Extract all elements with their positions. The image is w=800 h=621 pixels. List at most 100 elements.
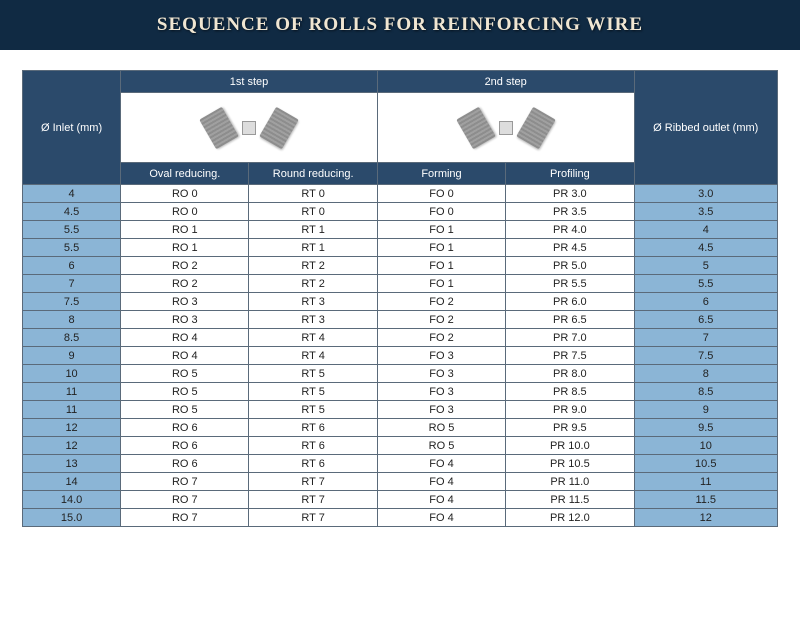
- cell-forming: FO 4: [377, 455, 505, 473]
- cell-oval: RO 6: [121, 419, 249, 437]
- cell-profiling: PR 4.5: [506, 239, 634, 257]
- cell-profiling: PR 12.0: [506, 509, 634, 527]
- cell-oval: RO 1: [121, 239, 249, 257]
- cell-forming: FO 3: [377, 383, 505, 401]
- th-step2-image: [377, 93, 634, 163]
- cell-inlet: 7.5: [23, 293, 121, 311]
- rolls-step1-icon: [125, 97, 373, 158]
- cell-round: RT 1: [249, 221, 377, 239]
- table-row: 4RO 0RT 0FO 0PR 3.03.0: [23, 185, 778, 203]
- cell-oval: RO 0: [121, 203, 249, 221]
- table-row: 6RO 2RT 2FO 1PR 5.05: [23, 257, 778, 275]
- table-row: 11RO 5RT 5FO 3PR 9.09: [23, 401, 778, 419]
- cell-profiling: PR 10.5: [506, 455, 634, 473]
- table-row: 10RO 5RT 5FO 3PR 8.08: [23, 365, 778, 383]
- cell-outlet: 9.5: [634, 419, 777, 437]
- cell-outlet: 7: [634, 329, 777, 347]
- cell-oval: RO 3: [121, 311, 249, 329]
- cell-outlet: 6.5: [634, 311, 777, 329]
- cell-forming: RO 5: [377, 419, 505, 437]
- table-row: 14RO 7RT 7FO 4PR 11.011: [23, 473, 778, 491]
- cell-oval: RO 2: [121, 275, 249, 293]
- cell-outlet: 5.5: [634, 275, 777, 293]
- cell-oval: RO 7: [121, 491, 249, 509]
- cell-oval: RO 5: [121, 383, 249, 401]
- cell-inlet: 9: [23, 347, 121, 365]
- cell-outlet: 10.5: [634, 455, 777, 473]
- cell-round: RT 3: [249, 293, 377, 311]
- cell-outlet: 10: [634, 437, 777, 455]
- cell-forming: FO 3: [377, 347, 505, 365]
- th-forming: Forming: [377, 163, 505, 185]
- cell-inlet: 8: [23, 311, 121, 329]
- page-header: SEQUENCE OF ROLLS FOR REINFORCING WIRE: [0, 0, 800, 50]
- cell-round: RT 5: [249, 365, 377, 383]
- cell-inlet: 13: [23, 455, 121, 473]
- cell-forming: FO 4: [377, 473, 505, 491]
- cell-oval: RO 7: [121, 473, 249, 491]
- cell-inlet: 14.0: [23, 491, 121, 509]
- cell-forming: FO 2: [377, 293, 505, 311]
- cell-oval: RO 5: [121, 401, 249, 419]
- table-row: 9RO 4RT 4FO 3PR 7.57.5: [23, 347, 778, 365]
- cell-round: RT 5: [249, 383, 377, 401]
- cell-inlet: 11: [23, 401, 121, 419]
- cell-outlet: 12: [634, 509, 777, 527]
- cell-round: RT 4: [249, 347, 377, 365]
- th-step1: 1st step: [121, 71, 378, 93]
- cell-inlet: 6: [23, 257, 121, 275]
- cell-profiling: PR 5.0: [506, 257, 634, 275]
- cell-forming: FO 1: [377, 239, 505, 257]
- cell-inlet: 12: [23, 437, 121, 455]
- cell-round: RT 6: [249, 419, 377, 437]
- cell-oval: RO 5: [121, 365, 249, 383]
- cell-forming: FO 3: [377, 365, 505, 383]
- th-step2: 2nd step: [377, 71, 634, 93]
- cell-inlet: 4: [23, 185, 121, 203]
- cell-round: RT 3: [249, 311, 377, 329]
- cell-oval: RO 4: [121, 329, 249, 347]
- table-row: 8RO 3RT 3FO 2PR 6.56.5: [23, 311, 778, 329]
- cell-outlet: 7.5: [634, 347, 777, 365]
- table-row: 12RO 6RT 6RO 5PR 9.59.5: [23, 419, 778, 437]
- cell-forming: FO 4: [377, 491, 505, 509]
- table-row: 5.5RO 1RT 1FO 1PR 4.04: [23, 221, 778, 239]
- page-title: SEQUENCE OF ROLLS FOR REINFORCING WIRE: [157, 14, 643, 36]
- cell-outlet: 3.0: [634, 185, 777, 203]
- cell-round: RT 0: [249, 203, 377, 221]
- cell-oval: RO 6: [121, 455, 249, 473]
- cell-oval: RO 1: [121, 221, 249, 239]
- table-row: 8.5RO 4RT 4FO 2PR 7.07: [23, 329, 778, 347]
- cell-forming: RO 5: [377, 437, 505, 455]
- th-step1-image: [121, 93, 378, 163]
- table-row: 7RO 2RT 2FO 1PR 5.55.5: [23, 275, 778, 293]
- rolls-table: Ø Inlet (mm) 1st step 2nd step Ø Ribbed …: [22, 70, 778, 527]
- cell-profiling: PR 7.0: [506, 329, 634, 347]
- cell-round: RT 7: [249, 473, 377, 491]
- cell-profiling: PR 3.0: [506, 185, 634, 203]
- cell-outlet: 11.5: [634, 491, 777, 509]
- cell-profiling: PR 7.5: [506, 347, 634, 365]
- cell-round: RT 6: [249, 437, 377, 455]
- table-row: 14.0RO 7RT 7FO 4PR 11.511.5: [23, 491, 778, 509]
- cell-profiling: PR 8.0: [506, 365, 634, 383]
- table-row: 5.5RO 1RT 1FO 1PR 4.54.5: [23, 239, 778, 257]
- cell-forming: FO 3: [377, 401, 505, 419]
- cell-inlet: 14: [23, 473, 121, 491]
- cell-profiling: PR 8.5: [506, 383, 634, 401]
- cell-round: RT 2: [249, 275, 377, 293]
- cell-profiling: PR 11.5: [506, 491, 634, 509]
- cell-profiling: PR 4.0: [506, 221, 634, 239]
- cell-outlet: 9: [634, 401, 777, 419]
- cell-forming: FO 1: [377, 221, 505, 239]
- cell-round: RT 7: [249, 491, 377, 509]
- cell-inlet: 7: [23, 275, 121, 293]
- table-container: Ø Inlet (mm) 1st step 2nd step Ø Ribbed …: [0, 50, 800, 527]
- cell-oval: RO 0: [121, 185, 249, 203]
- cell-inlet: 11: [23, 383, 121, 401]
- cell-forming: FO 1: [377, 275, 505, 293]
- th-oval: Oval reducing.: [121, 163, 249, 185]
- rolls-step2-icon: [382, 97, 630, 158]
- cell-forming: FO 4: [377, 509, 505, 527]
- table-row: 7.5RO 3RT 3FO 2PR 6.06: [23, 293, 778, 311]
